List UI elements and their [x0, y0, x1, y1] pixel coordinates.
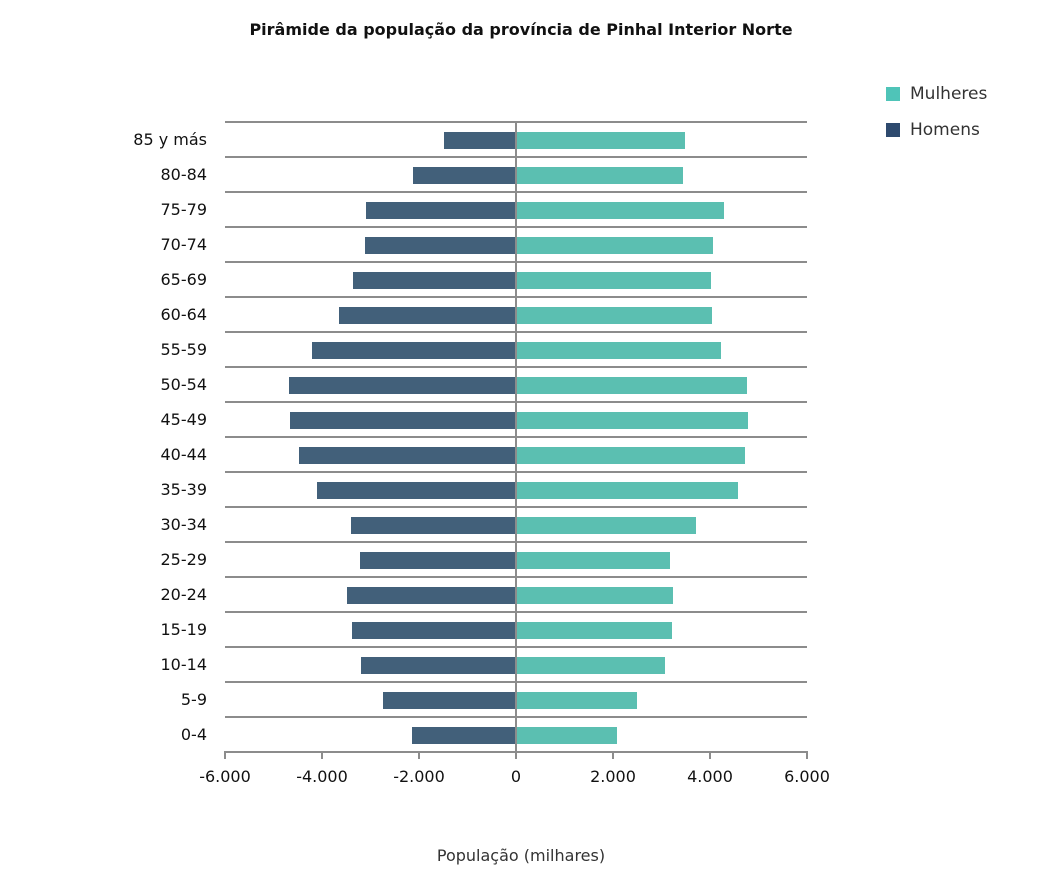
bar-mulheres	[516, 551, 671, 569]
y-tick-label: 75-79	[160, 199, 208, 219]
y-tick-label: 35-39	[160, 479, 208, 499]
x-axis-title: População (milhares)	[436, 846, 606, 865]
legend-item-homens: Homens	[886, 112, 987, 148]
bar-mulheres	[516, 166, 683, 184]
bar-mulheres	[516, 201, 725, 219]
y-tick-label: 25-29	[160, 549, 208, 569]
bar-mulheres	[516, 236, 713, 254]
y-tick-label: 45-49	[160, 409, 208, 429]
y-tick-label: 15-19	[160, 619, 208, 639]
x-tick-label: -2.000	[393, 767, 445, 786]
bar-homens	[338, 306, 516, 324]
legend-swatch-mulheres	[886, 87, 900, 101]
bar-homens	[412, 726, 516, 744]
bar-mulheres	[516, 306, 712, 324]
bar-mulheres	[516, 726, 617, 744]
bar-mulheres	[516, 341, 722, 359]
bar-homens	[365, 236, 516, 254]
y-tick-label: 65-69	[160, 269, 208, 289]
bar-mulheres	[516, 516, 696, 534]
y-tick-label: 50-54	[160, 374, 208, 394]
legend: Mulheres Homens	[886, 76, 987, 148]
bar-homens	[289, 411, 516, 429]
bar-mulheres	[516, 691, 638, 709]
legend-label: Mulheres	[910, 84, 988, 104]
bar-mulheres	[516, 481, 739, 499]
x-tick	[709, 751, 711, 759]
bar-mulheres	[516, 376, 747, 394]
bar-mulheres	[516, 131, 685, 149]
x-tick	[418, 751, 420, 759]
bar-mulheres	[516, 621, 673, 639]
bar-homens	[360, 656, 516, 674]
y-tick-label: 30-34	[160, 514, 208, 534]
bar-homens	[366, 201, 516, 219]
x-tick-label: -6.000	[199, 767, 251, 786]
x-tick-label: 4.000	[687, 767, 733, 786]
y-tick-label: 10-14	[160, 654, 208, 674]
x-tick-label: 6.000	[784, 767, 830, 786]
y-tick-label: 80-84	[160, 164, 208, 184]
bar-homens	[346, 586, 516, 604]
y-tick-label: 55-59	[160, 339, 208, 359]
chart-title: Pirâmide da população da província de Pi…	[249, 20, 793, 39]
x-tick-label: 0	[510, 767, 522, 786]
bar-homens	[383, 691, 516, 709]
y-tick-label: 0-4	[180, 724, 207, 744]
legend-swatch-homens	[886, 123, 900, 137]
bar-homens	[413, 166, 516, 184]
legend-label: Homens	[910, 120, 980, 140]
bar-mulheres	[516, 656, 665, 674]
bar-mulheres	[516, 271, 711, 289]
bar-homens	[289, 376, 516, 394]
y-tick-label: 70-74	[160, 234, 208, 254]
legend-item-mulheres: Mulheres	[886, 76, 987, 112]
bar-homens	[359, 551, 516, 569]
bar-mulheres	[516, 446, 745, 464]
bar-homens	[443, 131, 516, 149]
bar-mulheres	[516, 411, 748, 429]
zero-axis-line	[515, 122, 517, 752]
x-tick	[612, 751, 614, 759]
x-tick	[806, 751, 808, 759]
bar-mulheres	[516, 586, 674, 604]
x-tick-label: -4.000	[296, 767, 348, 786]
y-tick-label: 60-64	[160, 304, 208, 324]
bar-homens	[317, 481, 516, 499]
bar-homens	[299, 446, 516, 464]
x-tick	[515, 751, 517, 759]
y-tick-label: 20-24	[160, 584, 208, 604]
bar-homens	[352, 621, 516, 639]
bar-homens	[311, 341, 516, 359]
bar-homens	[351, 516, 516, 534]
x-tick	[224, 751, 226, 759]
x-tick	[321, 751, 323, 759]
bar-homens	[353, 271, 516, 289]
y-tick-label: 5-9	[180, 689, 207, 709]
x-tick-label: 2.000	[590, 767, 636, 786]
y-tick-label: 85 y más	[133, 129, 207, 149]
y-tick-label: 40-44	[160, 444, 208, 464]
